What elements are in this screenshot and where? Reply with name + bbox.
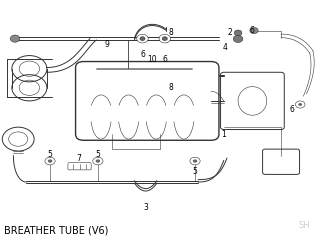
Text: 6: 6	[250, 26, 255, 35]
Text: SH: SH	[298, 221, 310, 230]
Text: 5: 5	[95, 150, 100, 159]
Circle shape	[193, 159, 197, 163]
Circle shape	[233, 35, 243, 42]
Text: 8: 8	[169, 28, 173, 37]
Text: 3: 3	[143, 203, 148, 212]
Circle shape	[190, 157, 200, 165]
Text: 7: 7	[76, 154, 81, 163]
Circle shape	[93, 157, 103, 165]
Text: 6: 6	[162, 55, 167, 64]
Circle shape	[250, 27, 258, 34]
Circle shape	[137, 34, 148, 43]
Text: 5: 5	[193, 167, 197, 176]
Text: 6: 6	[140, 50, 145, 59]
Circle shape	[234, 30, 242, 36]
Circle shape	[295, 101, 305, 108]
Circle shape	[10, 35, 20, 42]
Text: 8: 8	[169, 83, 173, 92]
Text: BREATHER TUBE (V6): BREATHER TUBE (V6)	[4, 226, 108, 236]
Text: 9: 9	[105, 40, 110, 49]
Text: 6: 6	[290, 105, 295, 114]
Text: 2: 2	[228, 28, 232, 37]
Circle shape	[96, 159, 100, 163]
Text: 10: 10	[147, 55, 157, 64]
Circle shape	[159, 34, 171, 43]
Circle shape	[45, 157, 55, 165]
Text: 5: 5	[48, 150, 52, 159]
Circle shape	[162, 37, 167, 41]
Circle shape	[48, 159, 52, 163]
Circle shape	[298, 103, 302, 106]
Text: 4: 4	[223, 43, 228, 52]
Text: 1: 1	[221, 130, 226, 139]
Circle shape	[140, 37, 145, 41]
